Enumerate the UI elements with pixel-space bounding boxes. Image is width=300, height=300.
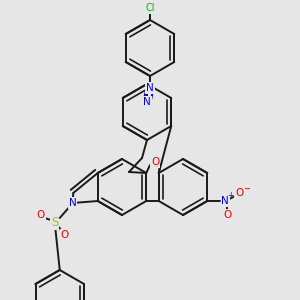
Text: O: O — [151, 157, 159, 167]
Text: O: O — [37, 210, 45, 220]
Text: S: S — [51, 217, 59, 230]
Text: −: − — [243, 184, 250, 194]
Text: Cl: Cl — [145, 3, 155, 13]
Text: O: O — [61, 230, 69, 240]
Text: N: N — [69, 198, 76, 208]
Text: N: N — [143, 97, 151, 107]
Text: N: N — [221, 196, 229, 206]
Text: N: N — [146, 83, 154, 93]
Text: O: O — [235, 188, 243, 198]
Text: +: + — [227, 191, 233, 200]
Text: O: O — [223, 210, 231, 220]
